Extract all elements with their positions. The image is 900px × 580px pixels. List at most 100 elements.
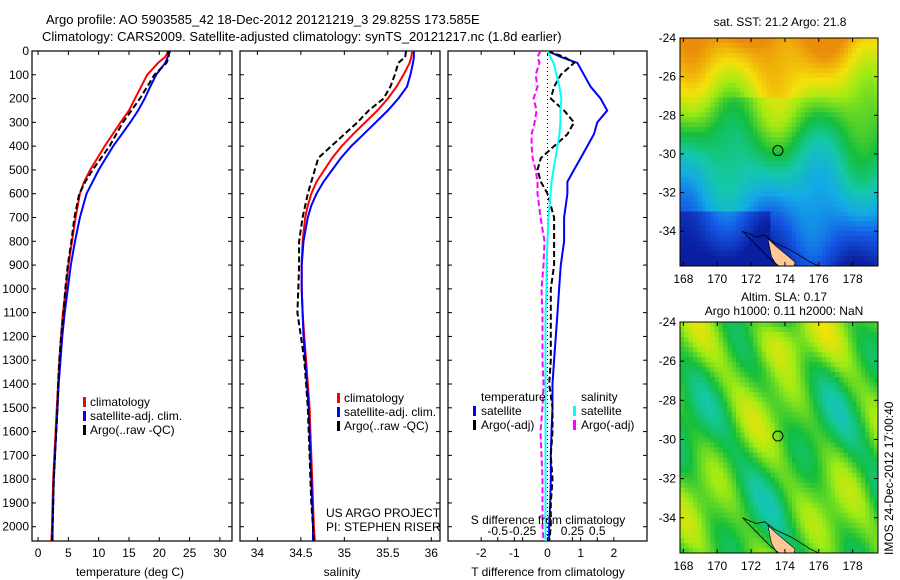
map-cell <box>731 211 737 218</box>
map-cell <box>852 397 858 403</box>
map-cell <box>697 201 703 208</box>
map-cell <box>705 147 711 153</box>
map-cell <box>766 241 771 247</box>
map-cell <box>791 397 797 403</box>
map-cell <box>705 467 711 474</box>
map-cell <box>692 87 698 94</box>
map-cell <box>710 152 715 158</box>
map-cell <box>860 261 866 266</box>
map-cell <box>736 87 741 94</box>
lat-tick-label: -34 <box>659 224 677 238</box>
map-cell <box>783 77 789 84</box>
map-cell <box>839 392 845 398</box>
map-cell <box>761 517 767 524</box>
map-cell <box>701 47 707 54</box>
map-cell <box>705 387 711 393</box>
map-cell <box>817 77 823 84</box>
map-cell <box>757 357 763 363</box>
map-cell <box>817 532 823 539</box>
map-cell <box>839 512 845 519</box>
map-cell <box>835 352 840 358</box>
map-cell <box>744 442 750 449</box>
map-cell <box>684 201 690 208</box>
map-cell <box>701 57 707 64</box>
map-cell <box>710 382 715 388</box>
map-cell <box>705 427 711 434</box>
map-cell <box>723 72 728 79</box>
map-cell <box>779 211 784 218</box>
map-cell <box>830 332 836 338</box>
map-cell <box>787 382 793 388</box>
map-cell <box>839 487 845 494</box>
map-cell <box>697 117 703 123</box>
map-cell <box>736 407 741 413</box>
map-cell <box>727 196 733 203</box>
map-cell <box>688 327 694 333</box>
map-cell <box>744 543 750 549</box>
map-cell <box>774 337 780 343</box>
coastline-contour <box>742 517 819 553</box>
map-cell <box>680 392 685 398</box>
map-cell <box>856 211 862 218</box>
map-cell <box>809 256 814 262</box>
map-cell <box>796 332 802 338</box>
map-cell <box>860 482 866 489</box>
map-cell <box>847 201 853 208</box>
map-cell <box>856 161 862 168</box>
map-cell <box>865 492 870 499</box>
map-cell <box>748 211 754 218</box>
map-cell <box>826 186 832 193</box>
map-cell <box>766 157 771 163</box>
map-cell <box>770 157 776 163</box>
map-cell <box>718 122 724 128</box>
map-cell <box>692 132 698 138</box>
map-cell <box>817 92 823 99</box>
map-cell <box>723 171 728 178</box>
map-cell <box>692 206 698 213</box>
map-cell <box>744 186 750 193</box>
map-cell <box>813 347 819 353</box>
map-cell <box>809 477 814 484</box>
map-cell <box>727 442 733 449</box>
map-cell <box>804 487 810 494</box>
map-cell <box>701 477 707 484</box>
map-cell <box>822 181 827 188</box>
map-cell <box>731 477 737 484</box>
map-cell <box>839 327 845 333</box>
map-cell <box>744 382 750 388</box>
map-cell <box>830 352 836 358</box>
series-line-temperature-satellite <box>547 51 609 541</box>
map-cell <box>791 462 797 469</box>
map-cell <box>813 472 819 479</box>
map-cell <box>710 87 715 94</box>
map-cell <box>796 261 802 266</box>
map-cell <box>800 548 806 553</box>
map-cell <box>869 72 875 79</box>
map-cell <box>727 537 733 544</box>
map-cell <box>736 132 741 138</box>
map-cell <box>817 122 823 128</box>
map-cell <box>718 112 724 118</box>
map-cell <box>774 437 780 444</box>
map-cell <box>860 467 866 474</box>
map-cell <box>748 472 754 479</box>
map-cell <box>761 437 767 444</box>
map-cell <box>731 432 737 439</box>
map-cell <box>817 337 823 343</box>
map-cell <box>791 38 797 44</box>
map-cell <box>740 512 746 519</box>
map-cell <box>714 211 720 218</box>
map-cell <box>761 477 767 484</box>
map-cell <box>705 367 711 373</box>
map-cell <box>692 407 698 413</box>
map-cell <box>783 467 789 474</box>
map-cell <box>783 387 789 393</box>
map-cell <box>843 477 849 484</box>
map-cell <box>736 357 741 363</box>
map-cell <box>779 427 784 434</box>
map-cell <box>783 357 789 363</box>
map-cell <box>852 137 858 143</box>
map-cell <box>727 457 733 464</box>
map-cell <box>809 332 814 338</box>
map-cell <box>822 427 827 434</box>
